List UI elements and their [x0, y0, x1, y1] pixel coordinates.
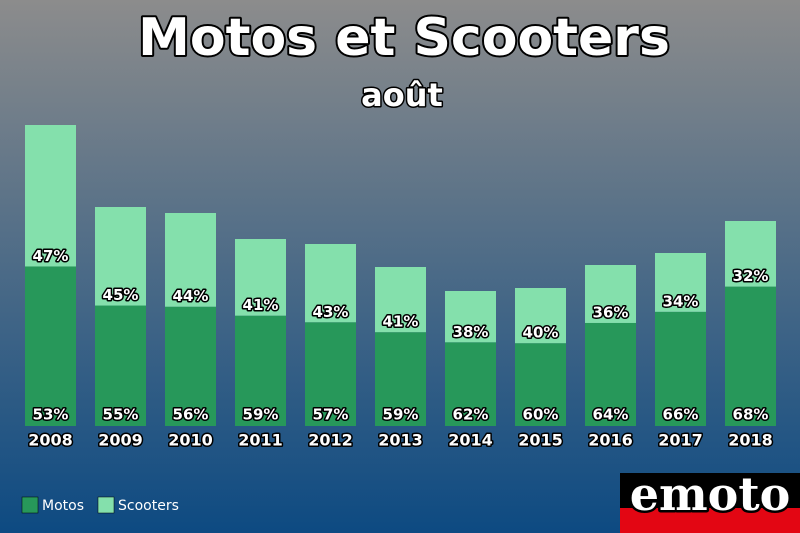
bar-segment: [655, 253, 706, 312]
value-label: 38%: [453, 323, 489, 341]
bar-segment: [25, 125, 76, 267]
logo-band: [620, 508, 800, 533]
logo-text: emoto: [630, 467, 791, 521]
value-label: 68%: [733, 406, 769, 424]
bar-segment: [305, 322, 356, 426]
bar-segment: [375, 267, 426, 333]
bar-segment: [585, 322, 636, 426]
bar-segment: [375, 332, 426, 426]
value-label: 53%: [33, 406, 69, 424]
bar-segment: [25, 266, 76, 426]
bar-segment: [515, 343, 566, 426]
bar-segment: [725, 221, 776, 287]
bar-segment: [305, 244, 356, 323]
value-label: 60%: [523, 406, 559, 424]
bar-segment: [725, 286, 776, 426]
bar-segment: [655, 311, 706, 426]
value-label: 43%: [313, 303, 349, 321]
bar-segment: [515, 288, 566, 344]
bar-segment: [235, 315, 286, 426]
legend-label: Scooters: [118, 498, 179, 514]
x-tick-label: 2016: [588, 431, 633, 450]
legend-swatch: [97, 496, 115, 514]
value-label: 57%: [313, 406, 349, 424]
chart-subtitle: août: [361, 76, 443, 114]
x-tick-label: 2008: [28, 431, 73, 450]
x-tick-label: 2009: [98, 431, 143, 450]
value-label: 45%: [103, 286, 139, 304]
bar-segment: [165, 213, 216, 307]
value-label: 34%: [663, 292, 699, 310]
x-tick-label: 2013: [378, 431, 423, 450]
legend-swatch: [21, 496, 39, 514]
bar-segment: [445, 342, 496, 426]
value-label: 36%: [593, 303, 629, 321]
bar-segment: [165, 306, 216, 426]
value-label: 56%: [173, 406, 209, 424]
logo: emoto: [620, 465, 800, 533]
x-tick-label: 2017: [658, 431, 703, 450]
bar-segment: [585, 265, 636, 323]
value-label: 32%: [733, 267, 769, 285]
value-label: 64%: [593, 406, 629, 424]
value-label: 40%: [523, 324, 559, 342]
x-tick-label: 2018: [728, 431, 773, 450]
x-tick-label: 2011: [238, 431, 283, 450]
bar-segment: [235, 239, 286, 316]
x-tick-label: 2014: [448, 431, 493, 450]
value-label: 59%: [383, 406, 419, 424]
bar-segment: [95, 207, 146, 306]
x-tick-label: 2010: [168, 431, 213, 450]
bar-segment: [445, 291, 496, 343]
value-label: 59%: [243, 406, 279, 424]
bar-segment: [95, 305, 146, 426]
x-tick-label: 2015: [518, 431, 563, 450]
value-label: 44%: [173, 287, 209, 305]
value-label: 62%: [453, 406, 489, 424]
chart-title: Motos et Scooters: [138, 8, 670, 68]
x-tick-label: 2012: [308, 431, 353, 450]
value-label: 66%: [663, 406, 699, 424]
value-label: 41%: [383, 313, 419, 331]
value-label: 47%: [33, 247, 69, 265]
value-label: 41%: [243, 296, 279, 314]
value-label: 55%: [103, 406, 139, 424]
legend-label: Motos: [42, 498, 84, 514]
